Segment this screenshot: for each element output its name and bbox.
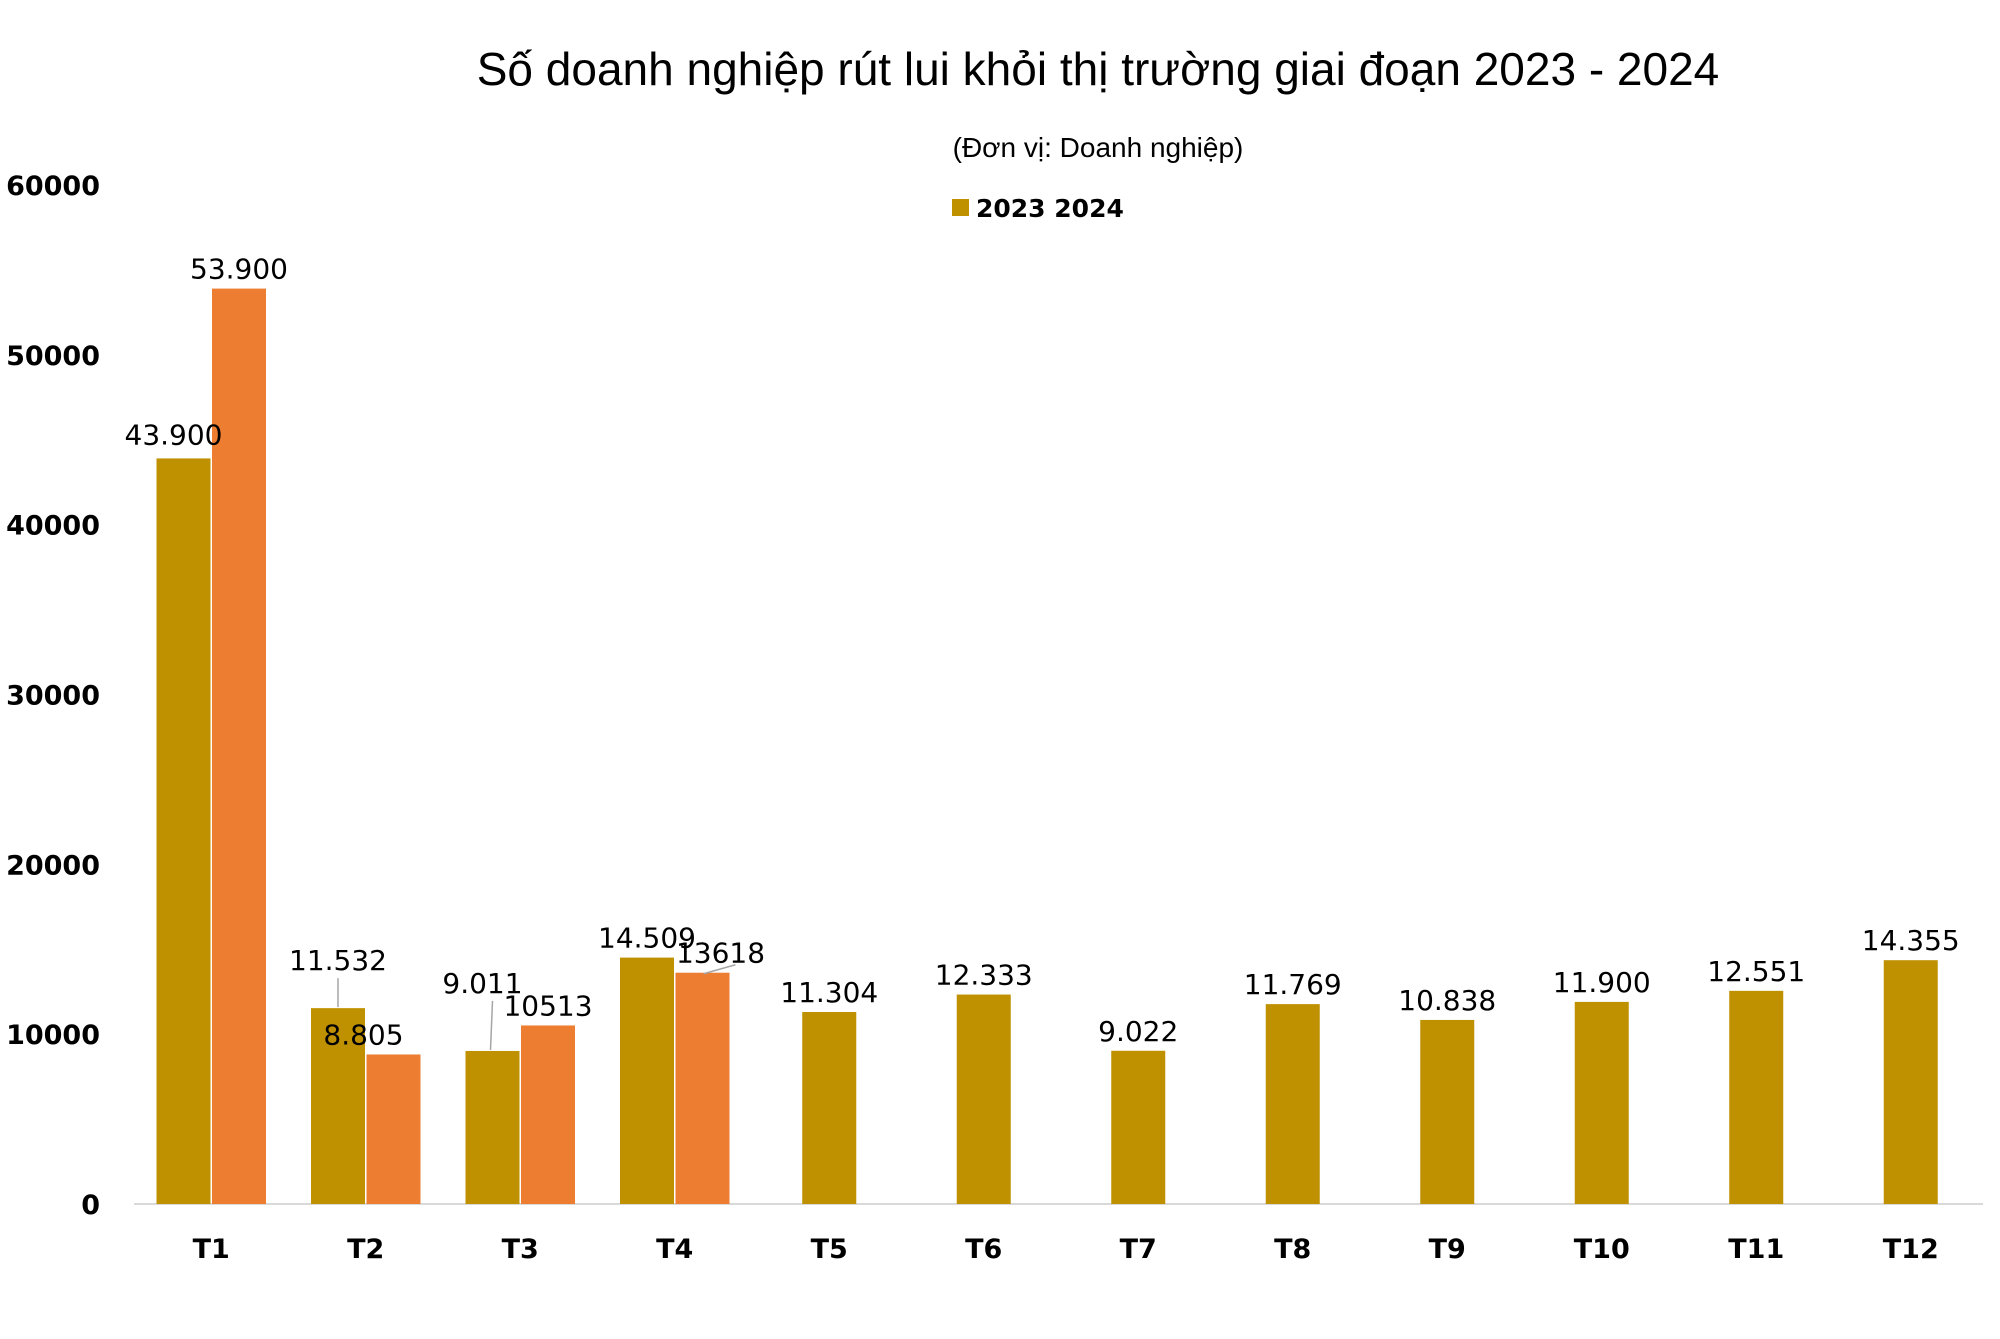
legend: 2023 2024 [952, 194, 1124, 223]
x-tick-label: T6 [965, 1234, 1002, 1265]
data-label: 53.900 [190, 253, 288, 286]
leader-line [703, 963, 736, 975]
chart-title: Số doanh nghiệp rút lui khỏi thị trường … [477, 43, 1720, 95]
x-tick-label: T2 [347, 1234, 384, 1265]
bar-T1-series-2 [212, 288, 266, 1204]
x-tick-label: T3 [502, 1234, 539, 1265]
bar-T12-series-1 [1883, 960, 1938, 1204]
bar-T5-series-1 [802, 1012, 857, 1204]
bar-T2-series-1 [311, 1008, 365, 1204]
data-label: 11.900 [1553, 966, 1651, 999]
data-label: 11.532 [289, 944, 387, 977]
bar-T3-series-1 [465, 1050, 520, 1204]
x-axis: T1 T2 T3 T4 T5 T6 T7 T8 T9 T10 T11 T12 [193, 1234, 1939, 1265]
bar-T4-series-1 [620, 957, 674, 1204]
legend-swatch [952, 199, 969, 216]
data-label: 10.838 [1398, 984, 1496, 1017]
leader-lines [337, 963, 736, 1050]
legend-label: 2023 2024 [976, 194, 1124, 223]
y-tick-label: 10000 [6, 1020, 100, 1051]
bar-T6-series-1 [956, 994, 1011, 1204]
data-labels: 43.90053.90011.5328.8059.0111051314.5091… [125, 253, 1960, 1052]
y-tick-label: 0 [81, 1190, 100, 1221]
leader-line [489, 1000, 494, 1050]
chart-subtitle: (Đơn vị: Doanh nghiệp) [953, 132, 1244, 163]
bar-T10-series-1 [1574, 1001, 1629, 1204]
x-tick-label: T7 [1120, 1234, 1157, 1265]
data-label: 9.011 [442, 967, 522, 1000]
bar-T11-series-1 [1729, 990, 1784, 1204]
bar-T2-series-2 [366, 1054, 421, 1204]
x-tick-label: T12 [1883, 1234, 1939, 1265]
x-tick-label: T9 [1429, 1234, 1466, 1265]
bar-T9-series-1 [1420, 1019, 1475, 1204]
bar-T8-series-1 [1265, 1004, 1320, 1204]
data-label: 9.022 [1098, 1015, 1178, 1048]
data-label: 8.805 [323, 1018, 403, 1051]
y-tick-label: 30000 [6, 681, 100, 712]
data-label: 11.304 [780, 976, 878, 1009]
data-label: 12.551 [1707, 955, 1805, 988]
y-tick-label: 20000 [6, 850, 100, 881]
x-tick-label: T8 [1274, 1234, 1311, 1265]
bar-T4-series-2 [675, 972, 730, 1204]
data-label: 14.509 [598, 922, 696, 955]
bars [156, 288, 1938, 1205]
y-axis: 0 10000 20000 30000 40000 50000 60000 [6, 171, 100, 1221]
bar-T1-series-1 [156, 458, 211, 1205]
data-label: 43.900 [125, 418, 223, 451]
data-label: 14.355 [1862, 924, 1960, 957]
x-tick-label: T1 [193, 1234, 230, 1265]
y-tick-label: 60000 [6, 171, 100, 202]
x-tick-label: T10 [1574, 1234, 1630, 1265]
data-label: 11.769 [1244, 968, 1342, 1001]
x-tick-label: T11 [1728, 1234, 1784, 1265]
x-tick-label: T4 [656, 1234, 693, 1265]
data-label: 10513 [503, 989, 592, 1022]
data-label: 13618 [676, 937, 765, 970]
y-tick-label: 50000 [6, 341, 100, 372]
bar-T3-series-2 [521, 1025, 575, 1204]
data-label: 12.333 [935, 959, 1033, 992]
bar-T7-series-1 [1111, 1050, 1166, 1204]
x-tick-label: T5 [811, 1234, 848, 1265]
y-tick-label: 40000 [6, 511, 100, 542]
